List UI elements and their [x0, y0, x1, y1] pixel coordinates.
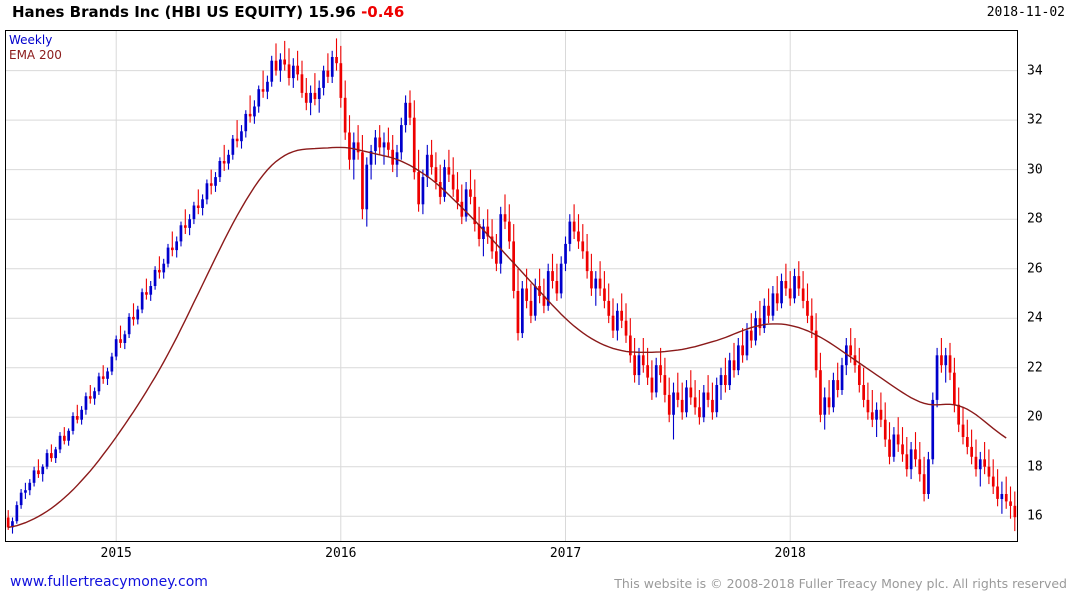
x-axis-tick-2017: 2017 — [549, 546, 582, 561]
copyright-text: This website is © 2008-2018 Fuller Treac… — [614, 576, 1067, 591]
candlestick-series — [6, 38, 1017, 534]
y-axis-tick-22: 22 — [1027, 360, 1043, 376]
as-of-date: 2018-11-02 — [986, 5, 1065, 20]
y-axis-tick-24: 24 — [1027, 310, 1043, 326]
price-change: -0.46 — [361, 3, 405, 21]
last-price: 15.96 — [308, 3, 356, 21]
y-axis-tick-34: 34 — [1027, 63, 1043, 79]
x-axis-tick-2016: 2016 — [325, 546, 357, 561]
chart-footer: www.fullertreacymoney.com This website i… — [0, 572, 1075, 596]
chart-plot-area[interactable] — [5, 30, 1018, 542]
chart-legend: Weekly EMA 200 — [9, 33, 62, 63]
y-axis-tick-28: 28 — [1027, 211, 1043, 227]
y-axis-tick-18: 18 — [1027, 459, 1043, 475]
x-axis-tick-2015: 2015 — [100, 546, 132, 561]
instrument-name: Hanes Brands Inc (HBI US EQUITY) — [12, 3, 304, 21]
legend-item-weekly: Weekly — [9, 33, 53, 47]
y-axis-tick-32: 32 — [1027, 112, 1043, 128]
price-chart-canvas[interactable] — [6, 31, 1017, 541]
site-url[interactable]: www.fullertreacymoney.com — [10, 574, 208, 590]
ema-200-line — [8, 146, 1007, 529]
y-axis-tick-26: 26 — [1027, 261, 1043, 277]
grid-lines — [6, 31, 1017, 541]
y-axis: 16 18 20 22 24 26 28 30 32 34 — [1019, 30, 1075, 542]
x-axis: 2015 2016 2017 2018 — [0, 546, 1075, 568]
x-axis-tick-2018: 2018 — [774, 546, 806, 561]
chart-header: Hanes Brands Inc (HBI US EQUITY) 15.96 -… — [0, 0, 1075, 26]
legend-item-ema200: EMA 200 — [9, 48, 62, 62]
y-axis-tick-16: 16 — [1027, 508, 1043, 524]
y-axis-tick-20: 20 — [1027, 409, 1043, 425]
y-axis-tick-30: 30 — [1027, 162, 1043, 178]
page-title: Hanes Brands Inc (HBI US EQUITY) 15.96 -… — [12, 3, 404, 21]
